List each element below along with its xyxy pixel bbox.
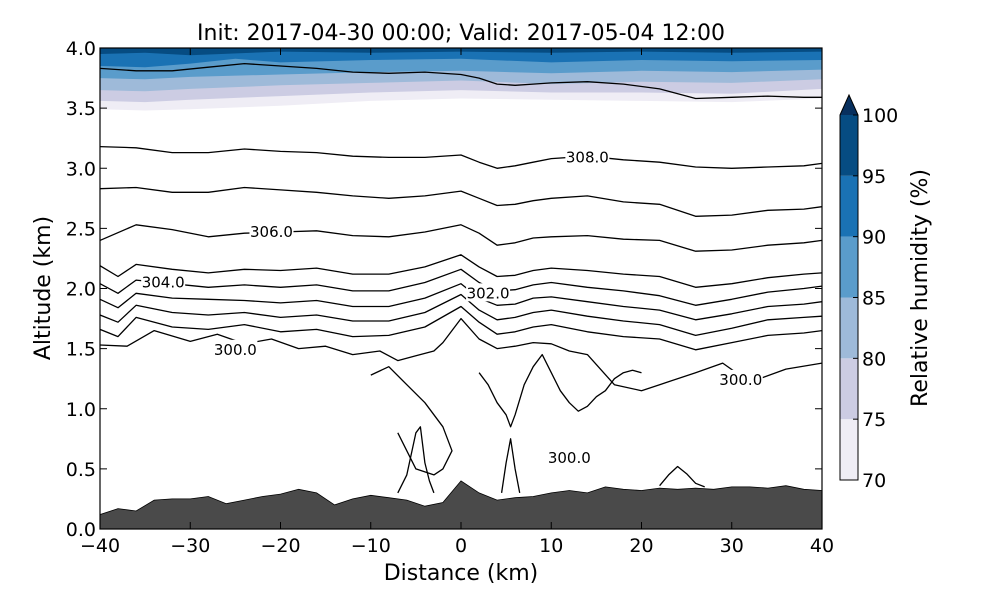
plot-area: 308.0 306.0 304.0 302.0 300.0 300.0 300.0: [100, 48, 822, 529]
contour-label-bg: [466, 283, 511, 302]
contour-labels: 308.0 306.0 304.0 302.0 300.0 300.0 300.0: [141, 147, 763, 467]
contour-label-bg: [249, 221, 294, 240]
x-tick-label: 20: [629, 535, 653, 557]
colorbar-tick-label: 85: [862, 288, 886, 310]
colorbar-segment: [840, 358, 858, 420]
contour-line: [100, 224, 822, 252]
contour-line: [100, 186, 822, 217]
contour-label: 300.0: [548, 449, 591, 467]
colorbar-extend-arrow: [840, 95, 858, 115]
y-tick-label: 0.0: [66, 519, 96, 541]
contour-line: [100, 62, 822, 100]
contour-line: [100, 268, 822, 306]
contour-line: [478, 353, 642, 428]
y-tick-label: 0.5: [66, 459, 96, 481]
colorbar-tick-label: 75: [862, 409, 886, 431]
contour-line: [659, 465, 705, 488]
x-tick-label: 40: [810, 535, 834, 557]
terrain-fill: [100, 480, 822, 529]
plot-background: [100, 48, 822, 529]
colorbar-tick-label: 80: [862, 348, 886, 370]
y-axis-label: Altitude (km): [31, 216, 56, 360]
colorbar: 70 75 80 85 90 95 100: [839, 93, 898, 492]
y-tick-label: 1.5: [66, 339, 96, 361]
contour-label: 306.0: [250, 223, 293, 241]
contour-label-bg: [213, 339, 258, 358]
contour-line: [100, 305, 822, 351]
y-tick-label: 2.0: [66, 279, 96, 301]
colorbar-tick-label: 100: [862, 105, 898, 127]
potential-temperature-contours: [100, 62, 822, 494]
x-axis: −40 −30 −20 −10 0 10 20 30 40: [80, 48, 834, 557]
x-tick-label: 30: [720, 535, 744, 557]
colorbar-segment: [840, 115, 858, 176]
colorbar-tick-label: 95: [862, 166, 886, 188]
contour-label: 302.0: [467, 284, 510, 302]
x-tick-label: −40: [80, 535, 120, 557]
x-tick-label: −30: [170, 535, 210, 557]
y-tick-label: 1.0: [66, 399, 96, 421]
contour-label-bg: [718, 369, 763, 388]
colorbar-segment: [840, 297, 858, 359]
contour-line: [100, 254, 822, 288]
x-tick-label: −10: [351, 535, 391, 557]
contour-label: 300.0: [719, 371, 762, 389]
contour-label: 300.0: [214, 341, 257, 359]
y-tick-label: 2.5: [66, 218, 96, 240]
y-tick-label: 3.0: [66, 158, 96, 180]
y-tick-label: 4.0: [66, 38, 96, 60]
contour-label-bg: [565, 147, 610, 166]
contour-label: 304.0: [142, 273, 185, 291]
x-tick-label: −20: [260, 535, 300, 557]
colorbar-tick-label: 90: [862, 227, 886, 249]
terrain: [100, 480, 822, 529]
colorbar-label: Relative humidity (%): [908, 169, 933, 407]
contour-label-bg: [141, 272, 186, 291]
colorbar-segment: [840, 236, 858, 298]
contour-line: [397, 426, 435, 494]
colorbar-segment: [840, 175, 858, 237]
y-tick-label: 3.5: [66, 98, 96, 120]
colorbar-segment: [840, 419, 858, 480]
contour-label: 308.0: [566, 148, 609, 166]
humidity-fill: [100, 48, 822, 111]
contour-line: [100, 145, 822, 169]
chart-title: Init: 2017-04-30 00:00; Valid: 2017-05-0…: [197, 21, 725, 46]
contour-line: [500, 438, 521, 494]
contour-label-bg: [547, 448, 592, 467]
y-axis: 0.0 0.5 1.0 1.5 2.0 2.5 3.0 3.5 4.0: [66, 38, 822, 541]
x-axis-label: Distance (km): [384, 561, 539, 586]
contour-line: [100, 293, 822, 337]
x-tick-label: 10: [539, 535, 563, 557]
x-tick-label: 0: [455, 535, 467, 557]
colorbar-tick-label: 70: [862, 470, 886, 492]
contour-line: [370, 366, 453, 476]
